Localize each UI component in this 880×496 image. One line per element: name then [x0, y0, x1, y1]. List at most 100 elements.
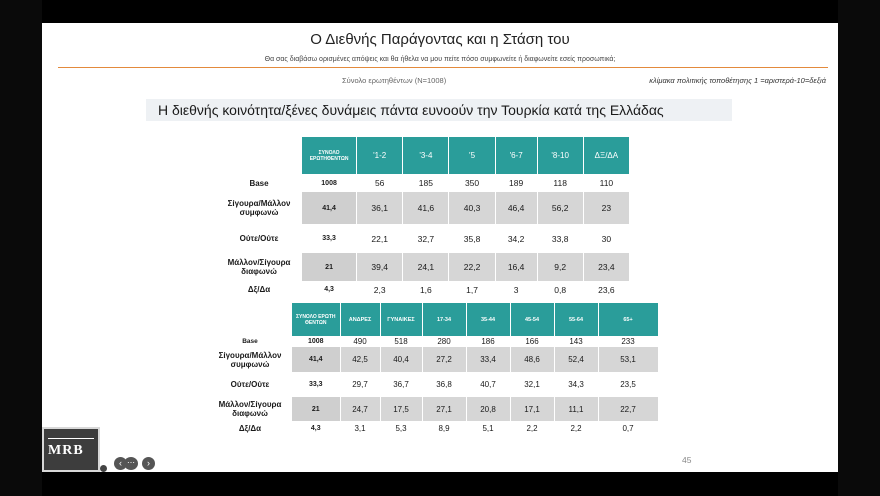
table-cell: 8,9 — [422, 421, 467, 435]
table-cell: 1,7 — [448, 281, 496, 298]
table-cell: 35,8 — [448, 224, 496, 253]
table-row: Σίγουρα/Μάλλον συμφωνώ 41,4 42,5 40,4 27… — [208, 347, 659, 372]
table1-header: '1-2 — [356, 137, 404, 174]
table-row: Base 1008 490 518 280 186 166 143 233 — [208, 336, 659, 347]
table2-header: 65+ — [598, 303, 659, 336]
table-cell: 1,6 — [402, 281, 450, 298]
previous-slide-icon[interactable]: ‹ — [114, 457, 127, 470]
question-highlight — [146, 99, 732, 121]
slide-subtitle: Θα σας διαβάσω ορισμένες απόψεις και θα … — [264, 56, 616, 63]
table-cell: 189 — [495, 174, 538, 192]
row-label: Ούτε/Ούτε — [216, 224, 303, 253]
table-row: Σίγουρα/Μάλλον συμφωνώ 41,4 36,1 41,6 40… — [216, 192, 631, 224]
table2-header: 55-64 — [554, 303, 599, 336]
scale-note: κλίμακα πολιτικής τοποθέτησης 1 =αριστερ… — [649, 76, 826, 85]
row-label: Σίγουρα/Μάλλον συμφωνώ — [216, 192, 303, 224]
table-cell: 21 — [292, 397, 341, 421]
table-row: Δξ/Δα 4,3 3,1 5,3 8,9 5,1 2,2 2,2 0,7 — [208, 421, 659, 435]
question-text: Η διεθνής κοινότητα/ξένες δυνάμεις πάντα… — [158, 102, 664, 118]
table-cell: 2,2 — [554, 421, 599, 435]
slide-title: Ο Διεθνής Παράγοντας και η Στάση του — [310, 31, 570, 48]
table1-header: ΣΥΝΟΛΟ ΕΡΩΤΗΘΕΝΤΩΝ — [302, 137, 358, 174]
table-cell: 22,2 — [448, 253, 496, 281]
table-cell: 0,8 — [537, 281, 584, 298]
table-cell: 39,4 — [356, 253, 404, 281]
table-row: Δξ/Δα 4,3 2,3 1,6 1,7 3 0,8 23,6 — [216, 281, 631, 298]
viewer-left-margin — [0, 0, 42, 496]
table-cell: 32,1 — [510, 372, 555, 397]
table-cell: 53,1 — [598, 347, 659, 372]
table-cell: 490 — [340, 336, 381, 347]
table-cell: 4,3 — [292, 421, 341, 435]
table-cell: 42,5 — [340, 347, 381, 372]
logo-rule — [48, 438, 94, 439]
table1-header: '5 — [448, 137, 496, 174]
row-label: Δξ/Δα — [208, 421, 292, 435]
table-cell: 40,7 — [466, 372, 511, 397]
logo-text: MRB — [48, 443, 84, 458]
table-cell: 41,4 — [302, 192, 358, 224]
table-cell: 27,2 — [422, 347, 467, 372]
table-cell: 23,5 — [598, 372, 659, 397]
table-cell: 41,6 — [402, 192, 450, 224]
table-cell: 2,3 — [356, 281, 404, 298]
table-cell: 16,4 — [495, 253, 538, 281]
table-cell: 56,2 — [537, 192, 584, 224]
table-cell: 33,4 — [466, 347, 511, 372]
table-cell: 3,1 — [340, 421, 381, 435]
table-cell: 22,1 — [356, 224, 404, 253]
slider-handle-icon[interactable] — [100, 465, 107, 472]
political-scale-table: ΣΥΝΟΛΟ ΕΡΩΤΗΘΕΝΤΩΝ '1-2 '3-4 '5 '6-7 '8-… — [216, 137, 631, 298]
table-cell: 185 — [402, 174, 450, 192]
table-cell: 34,2 — [495, 224, 538, 253]
table-cell: 5,3 — [380, 421, 423, 435]
table-cell: 41,4 — [292, 347, 341, 372]
table-row: Μάλλον/Σίγουρα διαφωνώ 21 24,7 17,5 27,1… — [208, 397, 659, 421]
table-cell: 1008 — [292, 336, 341, 347]
table-cell: 34,3 — [554, 372, 599, 397]
table-cell: 33,3 — [292, 372, 341, 397]
table-cell: 23,6 — [583, 281, 631, 298]
table-cell: 40,4 — [380, 347, 423, 372]
presentation-slide: Ο Διεθνής Παράγοντας και η Στάση του Θα … — [42, 23, 838, 472]
row-label: Σίγουρα/Μάλλον συμφωνώ — [208, 347, 292, 372]
row-label: Δξ/Δα — [216, 281, 303, 298]
table2-header: ΣΥΝΟΛΟ ΕΡΩΤΗ ΘΕΝΤΩΝ — [292, 303, 341, 336]
table-cell: 40,3 — [448, 192, 496, 224]
table-cell: 48,6 — [510, 347, 555, 372]
table-cell: 46,4 — [495, 192, 538, 224]
table-cell: 24,7 — [340, 397, 381, 421]
table-cell: 118 — [537, 174, 584, 192]
table-cell: 350 — [448, 174, 496, 192]
row-label: Μάλλον/Σίγουρα διαφωνώ — [208, 397, 292, 421]
table-cell: 11,1 — [554, 397, 599, 421]
table-cell: 5,1 — [466, 421, 511, 435]
table-cell: 280 — [422, 336, 467, 347]
table2-header: ΑΝΔΡΕΣ — [340, 303, 381, 336]
page-number: 45 — [682, 455, 692, 465]
row-label: Μάλλον/Σίγουρα διαφωνώ — [216, 253, 303, 281]
table-cell: 4,3 — [302, 281, 358, 298]
table-cell: 17,1 — [510, 397, 555, 421]
table-cell: 30 — [583, 224, 631, 253]
row-label: Ούτε/Ούτε — [208, 372, 292, 397]
next-slide-icon[interactable]: › — [142, 457, 155, 470]
table-cell: 110 — [583, 174, 631, 192]
table1-header: '8-10 — [537, 137, 584, 174]
table-cell: 52,4 — [554, 347, 599, 372]
more-options-icon[interactable]: ⋯ — [124, 457, 138, 470]
row-label: Base — [216, 174, 303, 192]
table-cell: 29,7 — [340, 372, 381, 397]
table2-header: 17-34 — [422, 303, 467, 336]
table-cell: 33,3 — [302, 224, 358, 253]
table-cell: 24,1 — [402, 253, 450, 281]
table-row: Base 1008 56 185 350 189 118 110 — [216, 174, 631, 192]
table-row: Μάλλον/Σίγουρα διαφωνώ 21 39,4 24,1 22,2… — [216, 253, 631, 281]
table-cell: 23,4 — [583, 253, 631, 281]
row-label: Base — [208, 336, 292, 347]
table2-corner — [208, 303, 292, 336]
table-cell: 0,7 — [598, 421, 659, 435]
table-cell: 33,8 — [537, 224, 584, 253]
table-cell: 2,2 — [510, 421, 555, 435]
table1-corner — [216, 137, 303, 174]
